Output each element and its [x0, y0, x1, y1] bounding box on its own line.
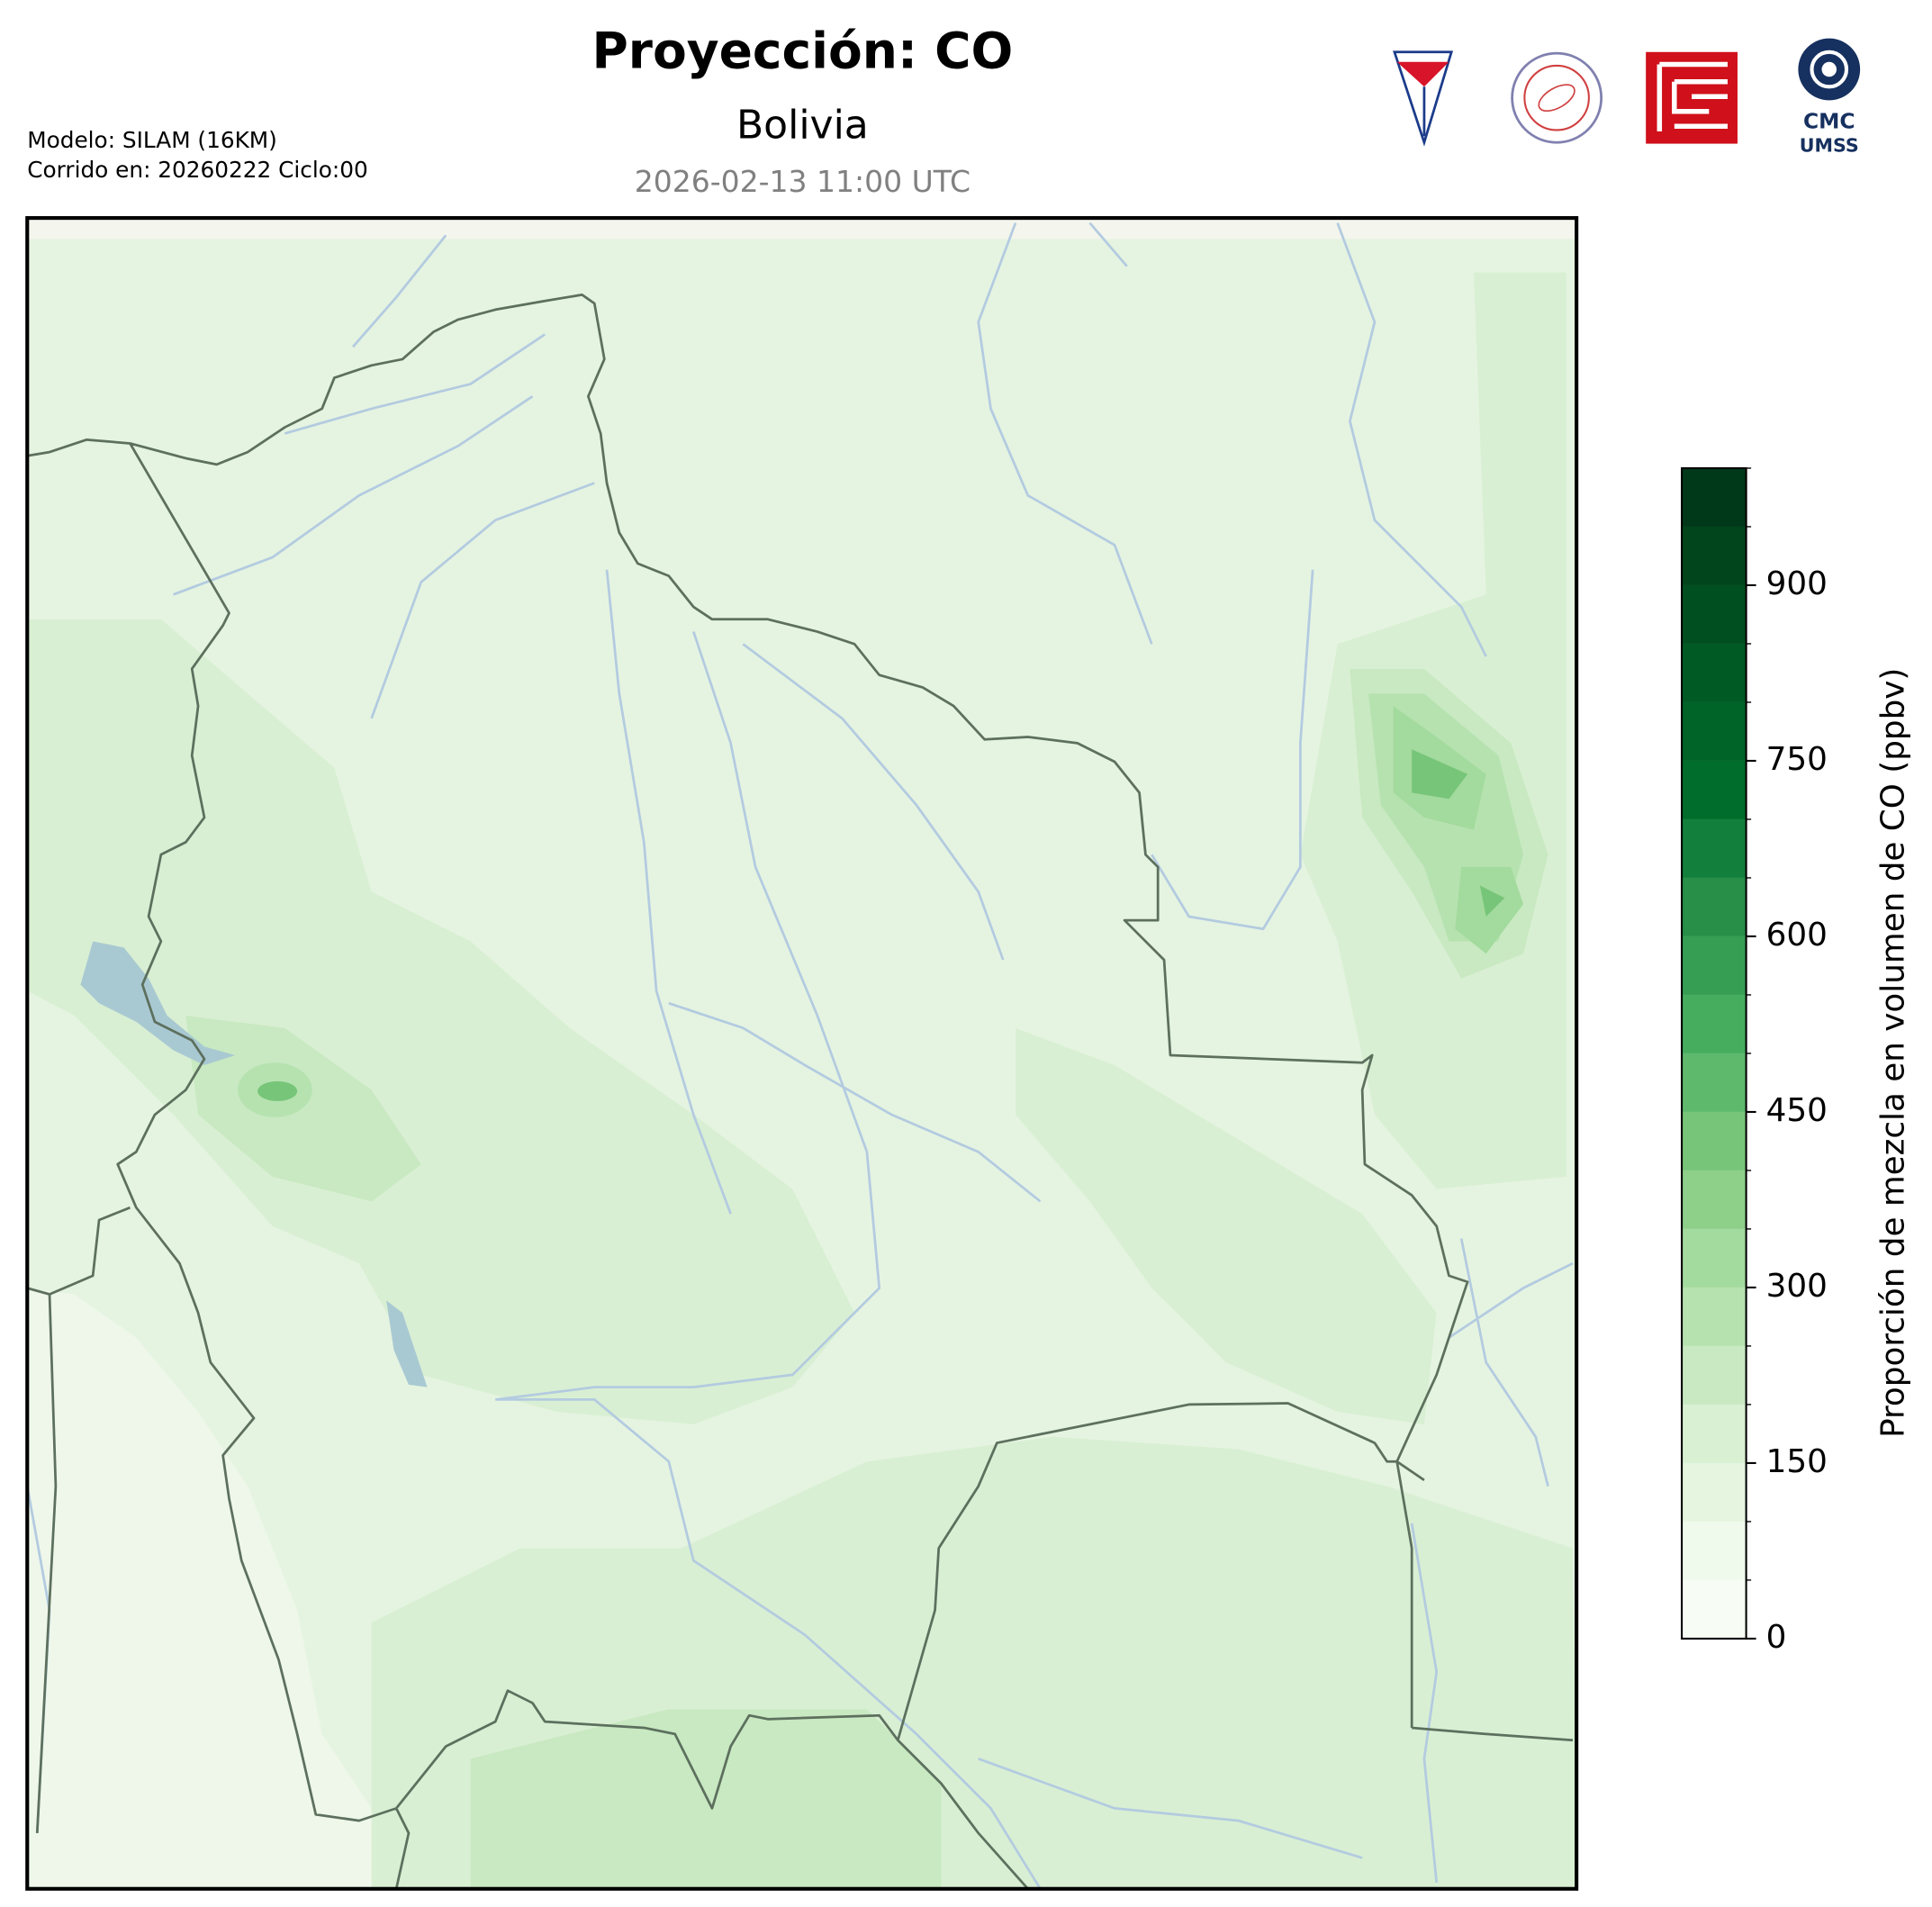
- colorbar-label: Proporción de mezcla en volumen de CO (p…: [1875, 668, 1912, 1438]
- colorbar-band: [1682, 1053, 1747, 1112]
- colorbar-band: [1682, 1579, 1747, 1639]
- logo-text: CMC: [1803, 109, 1855, 134]
- colorbar-tick-label: 900: [1766, 565, 1828, 602]
- colorbar-band: [1682, 760, 1747, 819]
- colorbar-band: [1682, 1287, 1747, 1346]
- map: [27, 218, 1577, 1889]
- model-info: Modelo: SILAM (16KM): [27, 127, 277, 153]
- logo-text: UMSS: [1800, 134, 1859, 156]
- colorbar-band: [1682, 1111, 1747, 1170]
- colorbar-tick-label: 0: [1766, 1619, 1787, 1656]
- colorbar-band: [1682, 467, 1747, 527]
- colorbar-band: [1682, 1345, 1747, 1405]
- colorbar-tick-label: 150: [1766, 1443, 1828, 1480]
- colorbar-band: [1682, 526, 1747, 585]
- colorbar-band: [1682, 877, 1747, 936]
- colorbar-tick-label: 300: [1766, 1268, 1828, 1305]
- run-info: Corrido en: 20260222 Ciclo:00: [27, 157, 368, 183]
- colorbar: Proporción de mezcla en volumen de CO (p…: [1681, 466, 1912, 1656]
- colorbar-band: [1682, 1404, 1747, 1463]
- colorbar-band: [1682, 584, 1747, 644]
- colorbar-tick-label: 750: [1766, 741, 1828, 778]
- logo-umss: [1393, 50, 1454, 147]
- colorbar-band: [1682, 701, 1747, 761]
- map-frame: [25, 216, 1579, 1891]
- colorbar-band: [1682, 994, 1747, 1053]
- colorbar-band: [1682, 935, 1747, 995]
- logo-fisica: [1511, 51, 1603, 144]
- colorbar-tick-label: 450: [1766, 1092, 1828, 1129]
- colorbar-band: [1682, 1228, 1747, 1288]
- datetime: 2026-02-13 11:00 UTC: [635, 164, 971, 199]
- figure: Proyección: CO Bolivia 2026-02-13 11:00 …: [25, 23, 1912, 1891]
- title: Proyección: CO: [591, 23, 1013, 80]
- colorbar-tick-label: 600: [1766, 917, 1828, 954]
- logo-maze: [1646, 51, 1738, 144]
- subtitle: Bolivia: [736, 103, 869, 149]
- colorbar-band: [1682, 1521, 1747, 1580]
- logo-cmc: CMC UMSS: [1798, 38, 1861, 156]
- colorbar-band: [1682, 1462, 1747, 1522]
- colorbar-band: [1682, 1170, 1747, 1229]
- colorbar-band: [1682, 818, 1747, 878]
- colorbar-band: [1682, 643, 1747, 702]
